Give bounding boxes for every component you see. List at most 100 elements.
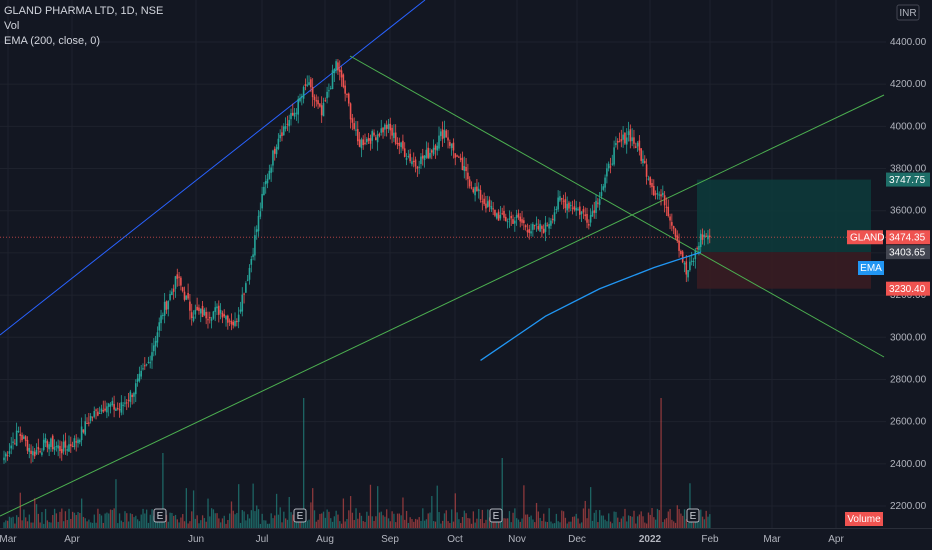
volume-bar bbox=[133, 517, 135, 528]
ema-tag bbox=[858, 261, 884, 275]
candle-body bbox=[470, 187, 473, 189]
candle-body bbox=[349, 103, 352, 120]
candle-body bbox=[539, 223, 541, 232]
volume-bar bbox=[635, 523, 637, 528]
candle-body bbox=[708, 235, 711, 238]
candle-body bbox=[645, 164, 648, 177]
candle-body bbox=[115, 408, 117, 411]
volume-bar bbox=[497, 517, 500, 528]
candle-body bbox=[169, 294, 171, 300]
green-support-trendline[interactable] bbox=[0, 94, 885, 517]
candle-body bbox=[544, 222, 547, 232]
candle-body bbox=[514, 220, 516, 224]
candle-body bbox=[376, 134, 379, 143]
candle-body bbox=[84, 421, 87, 435]
volume-bar bbox=[568, 521, 570, 528]
green-resistance-trendline[interactable] bbox=[349, 55, 885, 358]
candle-body bbox=[26, 439, 29, 451]
stop-price-tag-label: 3230.40 bbox=[889, 284, 926, 295]
candle-body bbox=[510, 215, 513, 219]
candle-body bbox=[15, 430, 18, 446]
candle-body bbox=[75, 441, 77, 443]
candle-body bbox=[239, 309, 242, 312]
volume-bar bbox=[440, 523, 442, 528]
volume-bar bbox=[364, 521, 366, 528]
candle-body bbox=[162, 314, 164, 316]
volume-bar bbox=[243, 511, 245, 528]
volume-bar bbox=[191, 511, 193, 528]
volume-bar bbox=[229, 513, 231, 528]
volume-bar bbox=[32, 522, 34, 528]
candle-body bbox=[604, 177, 606, 188]
earnings-marker[interactable] bbox=[686, 508, 700, 523]
candle-body bbox=[279, 134, 281, 139]
candle-body bbox=[37, 446, 40, 450]
volume-bar bbox=[259, 523, 262, 528]
volume-bar bbox=[360, 515, 363, 528]
volume-bar bbox=[252, 483, 254, 528]
volume-bar bbox=[346, 518, 348, 528]
volume-bar bbox=[97, 508, 99, 528]
candle-body bbox=[51, 435, 54, 450]
volume-bar bbox=[59, 511, 61, 528]
volume-bar bbox=[393, 513, 395, 528]
candle-body bbox=[64, 440, 67, 448]
volume-bar bbox=[562, 511, 565, 528]
blue-trendline[interactable] bbox=[0, 0, 426, 336]
earnings-marker[interactable] bbox=[293, 508, 307, 523]
candle-body bbox=[263, 186, 265, 196]
volume-bar bbox=[544, 521, 547, 528]
time-axis-tick: 2022 bbox=[639, 534, 662, 545]
candle-body bbox=[371, 131, 374, 141]
entry-price-tag bbox=[886, 245, 930, 260]
currency-badge[interactable] bbox=[896, 4, 920, 21]
candle-body bbox=[600, 192, 603, 197]
candle-body bbox=[39, 451, 41, 453]
volume-bar bbox=[485, 519, 487, 528]
volume-bar bbox=[5, 520, 7, 528]
candle-body bbox=[136, 378, 139, 382]
volume-bar bbox=[171, 512, 173, 528]
volume-bar bbox=[165, 514, 168, 528]
volume-bar bbox=[627, 515, 630, 528]
candle-body bbox=[582, 209, 585, 213]
candle-body bbox=[692, 261, 695, 263]
time-axis-tick: Dec bbox=[568, 534, 586, 545]
volume-bar bbox=[525, 514, 527, 528]
volume-bar bbox=[555, 513, 558, 528]
candle-body bbox=[254, 235, 256, 256]
candle-body bbox=[421, 155, 424, 159]
volume-bar bbox=[373, 520, 375, 528]
earnings-marker[interactable] bbox=[153, 508, 167, 523]
candle-body bbox=[611, 163, 614, 165]
price-axis[interactable] bbox=[886, 0, 932, 550]
volume-bar bbox=[508, 511, 511, 528]
volume-bar bbox=[353, 520, 355, 528]
candle-body bbox=[225, 315, 227, 320]
candle-body bbox=[106, 406, 108, 413]
candle-body bbox=[671, 222, 673, 226]
candle-body bbox=[542, 228, 545, 234]
candle-body bbox=[477, 188, 480, 191]
candle-body bbox=[86, 422, 88, 424]
candle-body bbox=[205, 312, 207, 319]
volume-bar bbox=[124, 511, 126, 528]
candle-body bbox=[282, 126, 285, 136]
volume-bar bbox=[317, 519, 319, 528]
candle-body bbox=[660, 194, 662, 197]
volume-bar bbox=[91, 522, 94, 528]
candle-body bbox=[367, 138, 370, 141]
candle-body bbox=[153, 345, 155, 352]
volume-bar bbox=[180, 517, 182, 528]
volume-bar bbox=[185, 488, 188, 528]
volume-bar bbox=[579, 523, 581, 528]
earnings-marker[interactable] bbox=[489, 508, 503, 523]
candle-body bbox=[53, 446, 56, 451]
candle-body bbox=[201, 305, 204, 317]
candle-body bbox=[69, 444, 72, 446]
candle-body bbox=[468, 179, 471, 187]
candle-body bbox=[337, 62, 339, 71]
candle-body bbox=[620, 139, 623, 142]
candle-body bbox=[481, 201, 484, 203]
